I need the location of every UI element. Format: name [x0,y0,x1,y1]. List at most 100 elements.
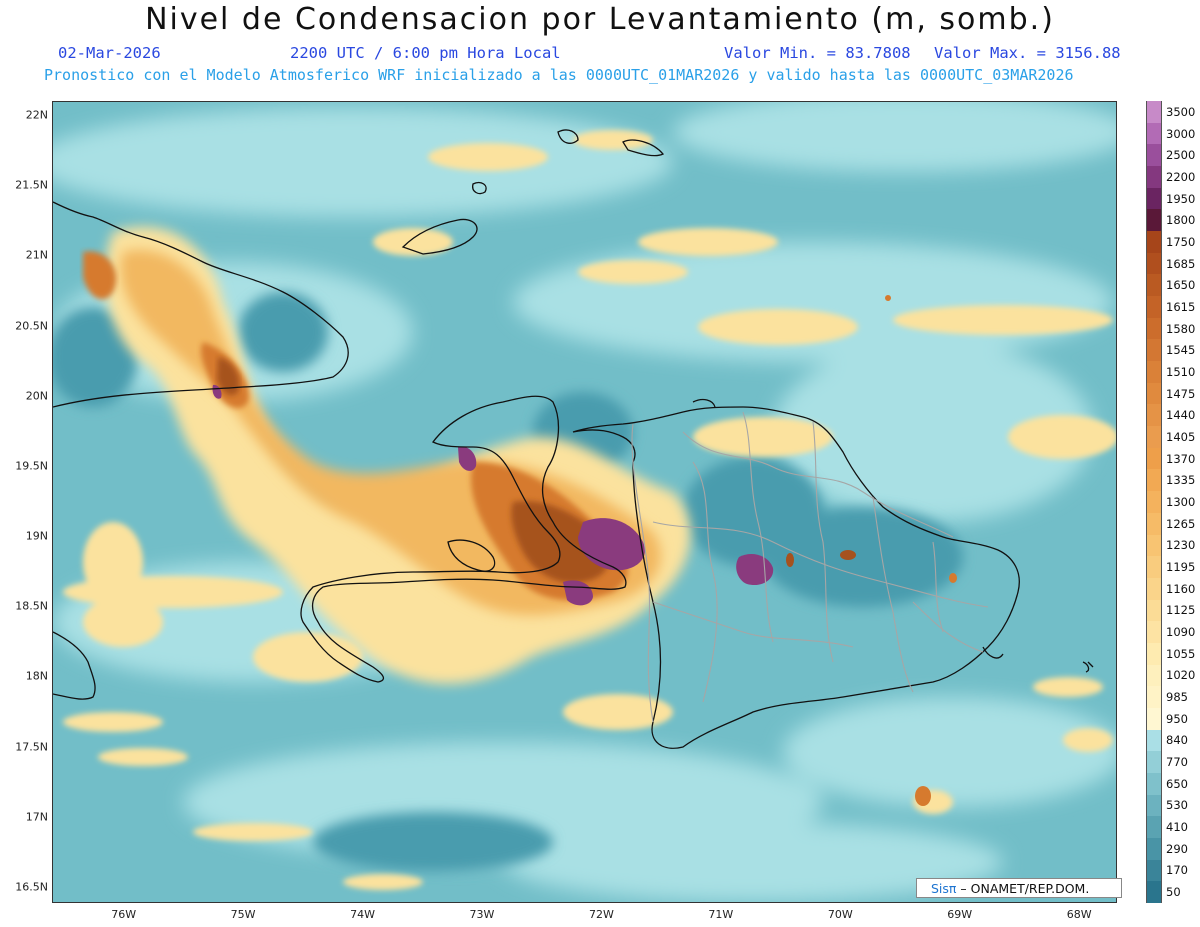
colorbar-label: 1510 [1166,364,1196,379]
longitude-label: 74W [350,908,375,921]
latitude-label: 19N [25,529,48,543]
colorbar-swatch [1146,686,1162,708]
latitude-label: 21N [25,248,48,262]
colorbar-swatch [1146,404,1162,427]
longitude-label: 69W [947,908,973,921]
colorbar-label: 840 [1166,733,1188,748]
forecast-description: Pronostico con el Modelo Atmosferico WRF… [44,66,1074,84]
colorbar-swatch [1146,491,1162,513]
colorbar-label: 1685 [1166,256,1196,271]
colorbar-swatch [1146,534,1162,557]
colorbar-label: 2200 [1166,169,1196,184]
colorbar-swatch [1146,642,1162,665]
map-canvas [53,102,1116,902]
colorbar-label: 1125 [1166,603,1196,618]
credit-box: Sisπ – ONAMET/REP.DOM. [916,878,1122,898]
colorbar-swatch [1146,447,1162,470]
longitude-label: 68W [1066,908,1092,921]
colorbar-swatch [1146,252,1162,275]
colorbar-label: 1405 [1166,429,1196,444]
colorbar-swatch [1146,296,1162,318]
colorbar-label: 1370 [1166,451,1196,466]
colorbar-label: 1800 [1166,213,1196,228]
colorbar-label: 50 [1166,885,1181,900]
latitude-label: 21.5N [15,178,48,192]
brand-logo-text: Sisπ [931,881,957,896]
colorbar-label: 650 [1166,776,1188,791]
colorbar-label: 410 [1166,820,1188,835]
colorbar-label: 1950 [1166,191,1196,206]
colorbar-swatch [1146,187,1162,210]
colorbar-label: 1440 [1166,408,1196,423]
colorbar-label: 1475 [1166,386,1196,401]
forecast-date: 02-Mar-2026 [58,44,161,62]
latitude-label: 20.5N [15,319,48,333]
colorbar-swatch [1146,599,1162,622]
colorbar-label: 1300 [1166,495,1196,509]
colorbar-swatch [1146,274,1162,297]
longitude-label: 75W [230,908,256,921]
latitude-label: 19.5N [15,459,48,473]
colorbar-label: 1335 [1166,473,1196,488]
latitude-label: 20N [25,389,48,403]
colorbar-swatch [1146,577,1162,600]
forecast-time: 2200 UTC / 6:00 pm Hora Local [290,44,561,62]
colorbar-swatch [1146,469,1162,492]
longitude-label: 70W [827,908,853,921]
max-value: Valor Max. = 3156.88 [934,44,1121,62]
colorbar-label: 3500 [1166,104,1196,119]
colorbar-swatch [1146,837,1162,860]
colorbar-label: 1650 [1166,278,1196,293]
colorbar-label: 950 [1166,711,1188,726]
min-value: Valor Min. = 83.7808 [724,44,911,62]
latitude-label: 17N [25,810,48,824]
provincial-borders [631,411,989,723]
colorbar-swatch [1146,231,1162,253]
colorbar-swatch [1146,859,1162,882]
latitude-label: 16.5N [15,880,48,894]
colorbar-label: 170 [1166,863,1188,878]
longitude-label: 72W [588,908,614,921]
credit-text: – ONAMET/REP.DOM. [956,881,1090,896]
colorbar-label: 1195 [1166,560,1196,575]
colorbar-label: 1265 [1166,516,1196,531]
colorbar-label: 1580 [1166,321,1196,336]
colorbar-swatch [1146,317,1162,340]
longitude-label: 76W [111,908,137,921]
colorbar-label: 1090 [1166,625,1196,640]
colorbar-label: 985 [1166,690,1188,705]
colorbar-swatch [1146,707,1162,730]
latitude-label: 18N [25,669,48,683]
colorbar-swatch [1146,621,1162,643]
colorbar-swatch [1146,556,1162,578]
colorbar-swatch [1146,816,1162,838]
colorbar-label: 1160 [1166,581,1196,596]
colorbar-label: 530 [1166,798,1188,813]
colorbar-label: 1230 [1166,538,1196,553]
colorbar-label: 1545 [1166,343,1196,358]
colorbar-swatch [1146,729,1162,752]
colorbar-label: 1750 [1166,234,1196,249]
longitude-label: 73W [469,908,495,921]
colorbar-swatch [1146,794,1162,817]
colorbar-swatch [1146,881,1162,903]
latitude-label: 17.5N [15,740,48,754]
colorbar-swatch [1146,361,1162,383]
colorbar-label: 1020 [1166,668,1196,683]
colorbar-label: 2500 [1166,148,1196,163]
map-area [52,101,1117,903]
colorbar-label: 1615 [1166,299,1196,314]
colorbar-swatch [1146,751,1162,773]
colorbar-swatch [1146,772,1162,795]
colorbar-swatch [1146,382,1162,405]
colorbar-label: 290 [1166,841,1188,856]
longitude-label: 71W [708,908,734,921]
colorbar-label: 770 [1166,755,1188,770]
colorbar-swatch [1146,209,1162,232]
latitude-label: 22N [25,108,48,122]
colorbar-swatch [1146,101,1162,123]
dark-field [53,292,963,872]
colorbar-swatch [1146,512,1162,535]
map-title: Nivel de Condensacion por Levantamiento … [145,2,1055,37]
colorbar-swatch [1146,664,1162,687]
